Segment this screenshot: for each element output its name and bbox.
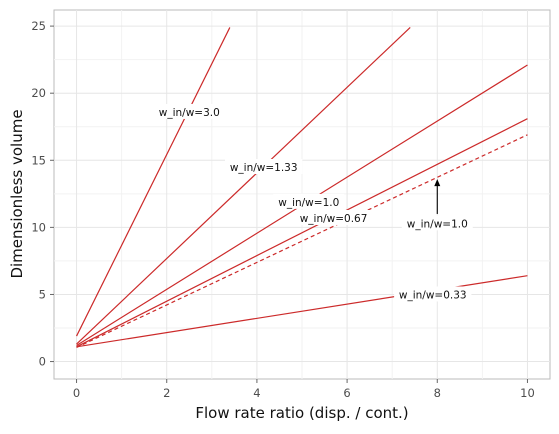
annotation-label: w_in/w=0.67 <box>300 213 368 225</box>
annotation-label: w_in/w=0.33 <box>399 289 467 301</box>
series-line <box>76 27 411 345</box>
x-tick-label: 10 <box>520 386 535 400</box>
annotation-background <box>273 193 345 209</box>
x-axis-label: Flow rate ratio (disp. / cont.) <box>195 404 408 422</box>
y-tick-label: 25 <box>31 19 46 33</box>
y-axis-ticks: 0 5 10 15 20 25 <box>31 19 54 369</box>
annotation: w_in/w=3.0 <box>153 103 225 119</box>
x-tick-label: 2 <box>163 386 170 400</box>
annotation: w_in/w=1.33 <box>225 158 303 174</box>
arrow-head <box>434 179 441 187</box>
y-tick-label: 5 <box>39 287 46 301</box>
y-tick-label: 20 <box>31 86 46 100</box>
annotation-arrow <box>434 179 441 214</box>
series-line <box>76 27 231 337</box>
line-annotations: w_in/w=3.0 w_in/w=1.33 w_in/w=1.0 w_in/w=0.… <box>153 103 473 302</box>
annotation-background <box>153 103 225 119</box>
x-tick-label: 6 <box>343 386 350 400</box>
annotation-label: w_in/w=3.0 <box>159 107 220 119</box>
annotation: w_in/w=1.0 <box>401 215 473 231</box>
annotation-label: w_in/w=1.0 <box>407 218 468 230</box>
series-line <box>76 134 528 349</box>
x-tick-label: 4 <box>253 386 260 400</box>
annotation: w_in/w=0.67 <box>294 209 373 225</box>
x-tick-label: 8 <box>434 386 441 400</box>
series-line <box>76 118 528 348</box>
annotation-label: w_in/w=1.0 <box>278 197 339 209</box>
y-tick-label: 15 <box>31 153 46 167</box>
x-tick-label: 0 <box>73 386 80 400</box>
annotation-background <box>394 286 472 302</box>
annotation-label: w_in/w=1.33 <box>230 162 298 174</box>
annotation: w_in/w=1.0 <box>273 193 345 209</box>
annotation-background <box>401 215 473 231</box>
x-axis-ticks: 0 2 4 6 8 10 <box>73 379 535 400</box>
annotation-background <box>294 209 373 225</box>
annotation-background <box>225 158 303 174</box>
annotation: w_in/w=0.33 <box>394 286 472 302</box>
y-axis-label: Dimensionless volume <box>8 109 26 278</box>
y-tick-label: 0 <box>39 355 46 369</box>
y-tick-label: 10 <box>31 220 46 234</box>
